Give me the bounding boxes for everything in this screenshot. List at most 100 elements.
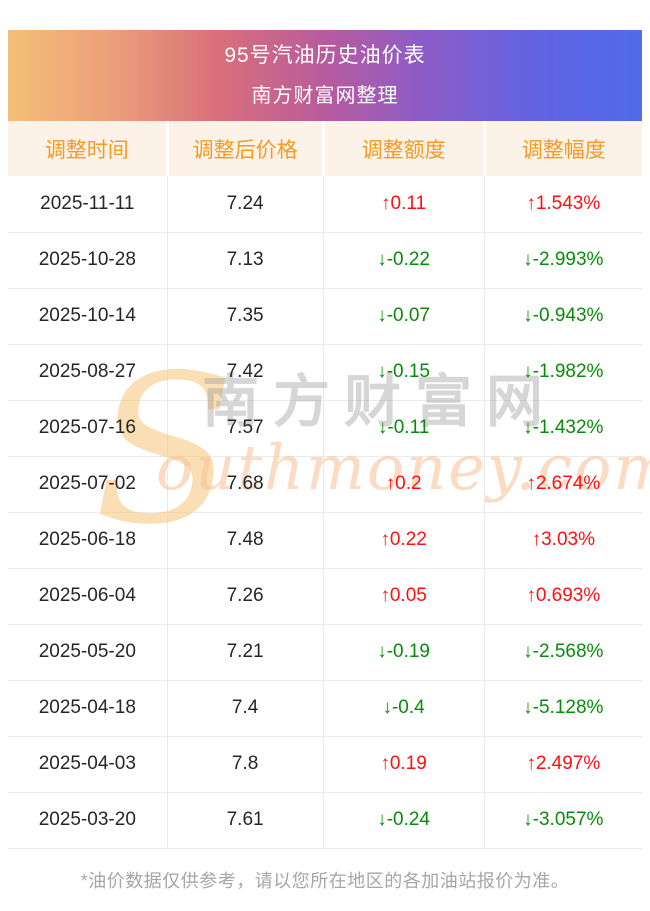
date-cell: 2025-05-20 bbox=[8, 624, 168, 681]
percent-cell-text: ↑0.693% bbox=[526, 585, 601, 606]
date-cell-text: 2025-03-20 bbox=[38, 809, 136, 830]
date-cell: 2025-11-11 bbox=[8, 176, 168, 233]
table-row: 2025-10-14 7.35 ↓-0.07 ↓-0.943% bbox=[8, 288, 642, 345]
percent-cell: ↓-0.943% bbox=[483, 288, 642, 345]
column-header-price: 调整后价格 bbox=[165, 121, 324, 176]
date-cell: 2025-10-14 bbox=[8, 288, 168, 345]
percent-cell-text: ↓-2.568% bbox=[523, 641, 604, 662]
date-cell: 2025-08-27 bbox=[8, 344, 168, 401]
percent-cell-text: ↓-3.057% bbox=[523, 809, 604, 830]
date-cell-text: 2025-06-04 bbox=[38, 585, 136, 606]
date-cell-text: 2025-10-28 bbox=[38, 249, 136, 270]
change-cell: ↑0.22 bbox=[322, 512, 485, 569]
date-cell: 2025-04-18 bbox=[8, 680, 168, 737]
date-cell-text: 2025-05-20 bbox=[38, 641, 136, 662]
percent-cell-text: ↑3.03% bbox=[531, 529, 595, 550]
date-cell-text: 2025-08-27 bbox=[38, 361, 136, 382]
percent-cell: ↓-5.128% bbox=[483, 680, 642, 737]
date-cell: 2025-07-02 bbox=[8, 456, 168, 513]
price-table: 调整时间 调整后价格 调整额度 调整幅度 2025-11-11 7.24 ↑0.11… bbox=[8, 121, 642, 849]
table-row: 2025-10-28 7.13 ↓-0.22 ↓-2.993% bbox=[8, 232, 642, 289]
percent-cell-text: ↓-2.993% bbox=[523, 249, 604, 270]
date-cell-text: 2025-06-18 bbox=[38, 529, 136, 550]
price-cell: 7.13 bbox=[166, 232, 324, 289]
date-cell-text: 2025-04-18 bbox=[38, 697, 136, 718]
date-cell-text: 2025-04-03 bbox=[38, 753, 136, 774]
price-cell-text: 7.4 bbox=[231, 697, 259, 718]
change-cell-text: ↓-0.07 bbox=[377, 305, 430, 326]
percent-cell: ↓-3.057% bbox=[483, 792, 642, 849]
page-title: 95号汽油历史油价表 bbox=[224, 43, 426, 67]
page-subtitle: 南方财富网整理 bbox=[251, 84, 399, 107]
date-cell-text: 2025-10-14 bbox=[38, 305, 136, 326]
percent-cell-text: ↓-0.943% bbox=[523, 305, 604, 326]
percent-cell-text: ↓-5.128% bbox=[523, 697, 604, 718]
price-cell-text: 7.61 bbox=[226, 809, 264, 830]
change-cell: ↑0.2 bbox=[322, 456, 485, 513]
change-cell: ↓-0.11 bbox=[322, 400, 485, 457]
change-cell: ↓-0.07 bbox=[322, 288, 485, 345]
table-row: 2025-05-20 7.21 ↓-0.19 ↓-2.568% bbox=[8, 624, 642, 681]
price-cell-text: 7.13 bbox=[226, 249, 264, 270]
change-cell: ↓-0.22 bbox=[322, 232, 485, 289]
price-cell: 7.21 bbox=[166, 624, 324, 681]
percent-cell: ↑2.497% bbox=[483, 736, 642, 793]
change-cell-text: ↑0.2 bbox=[385, 473, 422, 494]
change-cell-text: ↓-0.11 bbox=[377, 417, 430, 438]
percent-cell: ↑1.543% bbox=[483, 176, 642, 233]
change-cell-text: ↓-0.24 bbox=[377, 809, 430, 830]
date-cell: 2025-04-03 bbox=[8, 736, 168, 793]
percent-cell: ↑2.674% bbox=[483, 456, 642, 513]
date-cell: 2025-06-18 bbox=[8, 512, 168, 569]
table-row: 2025-07-02 7.68 ↑0.2 ↑2.674% bbox=[8, 456, 642, 513]
price-cell-text: 7.26 bbox=[226, 585, 264, 606]
table-row: 2025-11-11 7.24 ↑0.11 ↑1.543% bbox=[8, 176, 642, 233]
date-cell: 2025-10-28 bbox=[8, 232, 168, 289]
table-row: 2025-08-27 7.42 ↓-0.15 ↓-1.982% bbox=[8, 344, 642, 401]
percent-cell-text: ↓-1.982% bbox=[523, 361, 604, 382]
change-cell: ↓-0.4 bbox=[322, 680, 485, 737]
change-cell: ↓-0.24 bbox=[322, 792, 485, 849]
percent-cell: ↑3.03% bbox=[483, 512, 642, 569]
change-cell-text: ↓-0.4 bbox=[382, 697, 425, 718]
price-cell-text: 7.35 bbox=[226, 305, 264, 326]
price-cell-text: 7.21 bbox=[226, 641, 264, 662]
percent-cell-text: ↑2.497% bbox=[526, 753, 601, 774]
price-cell: 7.24 bbox=[166, 176, 324, 233]
price-cell: 7.57 bbox=[166, 400, 324, 457]
price-cell-text: 7.42 bbox=[226, 361, 264, 382]
price-cell: 7.42 bbox=[166, 344, 324, 401]
change-cell-text: ↓-0.22 bbox=[377, 249, 430, 270]
change-cell: ↑0.19 bbox=[322, 736, 485, 793]
percent-cell: ↓-2.993% bbox=[483, 232, 642, 289]
percent-cell: ↓-1.432% bbox=[483, 400, 642, 457]
change-cell-text: ↑0.05 bbox=[380, 585, 427, 606]
column-header-percent: 调整幅度 bbox=[482, 121, 642, 176]
percent-cell-text: ↑2.674% bbox=[526, 473, 601, 494]
price-cell-text: 7.24 bbox=[226, 192, 264, 214]
table-row: 2025-07-16 7.57 ↓-0.11 ↓-1.432% bbox=[8, 400, 642, 457]
column-header-date: 调整时间 bbox=[8, 121, 168, 176]
date-cell: 2025-06-04 bbox=[8, 568, 168, 625]
percent-cell: ↓-1.982% bbox=[483, 344, 642, 401]
price-cell: 7.35 bbox=[166, 288, 324, 345]
date-cell-text: 2025-07-16 bbox=[38, 417, 136, 438]
change-cell-text: ↓-0.15 bbox=[377, 361, 430, 382]
change-cell: ↓-0.19 bbox=[322, 624, 485, 681]
price-cell-text: 7.68 bbox=[226, 473, 264, 494]
price-cell: 7.26 bbox=[166, 568, 324, 625]
price-cell-text: 7.57 bbox=[226, 417, 264, 438]
price-table-body: 2025-11-11 7.24 ↑0.11 ↑1.543% 2025-10-28 7.13… bbox=[8, 176, 642, 849]
percent-cell: ↑0.693% bbox=[483, 568, 642, 625]
title-banner: 95号汽油历史油价表 南方财富网整理 bbox=[8, 30, 642, 121]
change-cell: ↓-0.15 bbox=[322, 344, 485, 401]
table-row: 2025-04-18 7.4 ↓-0.4 ↓-5.128% bbox=[8, 680, 642, 737]
price-table-wrap: S 南方财富网 outhmoney.com 调整时间 调整后价格 调整额度 调整… bbox=[8, 121, 650, 849]
footnote: *油价数据仅供参考，请以您所在地区的各加油站报价为准。 bbox=[80, 870, 570, 891]
date-cell: 2025-07-16 bbox=[8, 400, 168, 457]
price-cell-text: 7.8 bbox=[231, 753, 259, 774]
column-header-change: 调整额度 bbox=[321, 121, 485, 176]
change-cell-text: ↑0.19 bbox=[380, 753, 427, 774]
change-cell: ↑0.11 bbox=[322, 176, 485, 233]
